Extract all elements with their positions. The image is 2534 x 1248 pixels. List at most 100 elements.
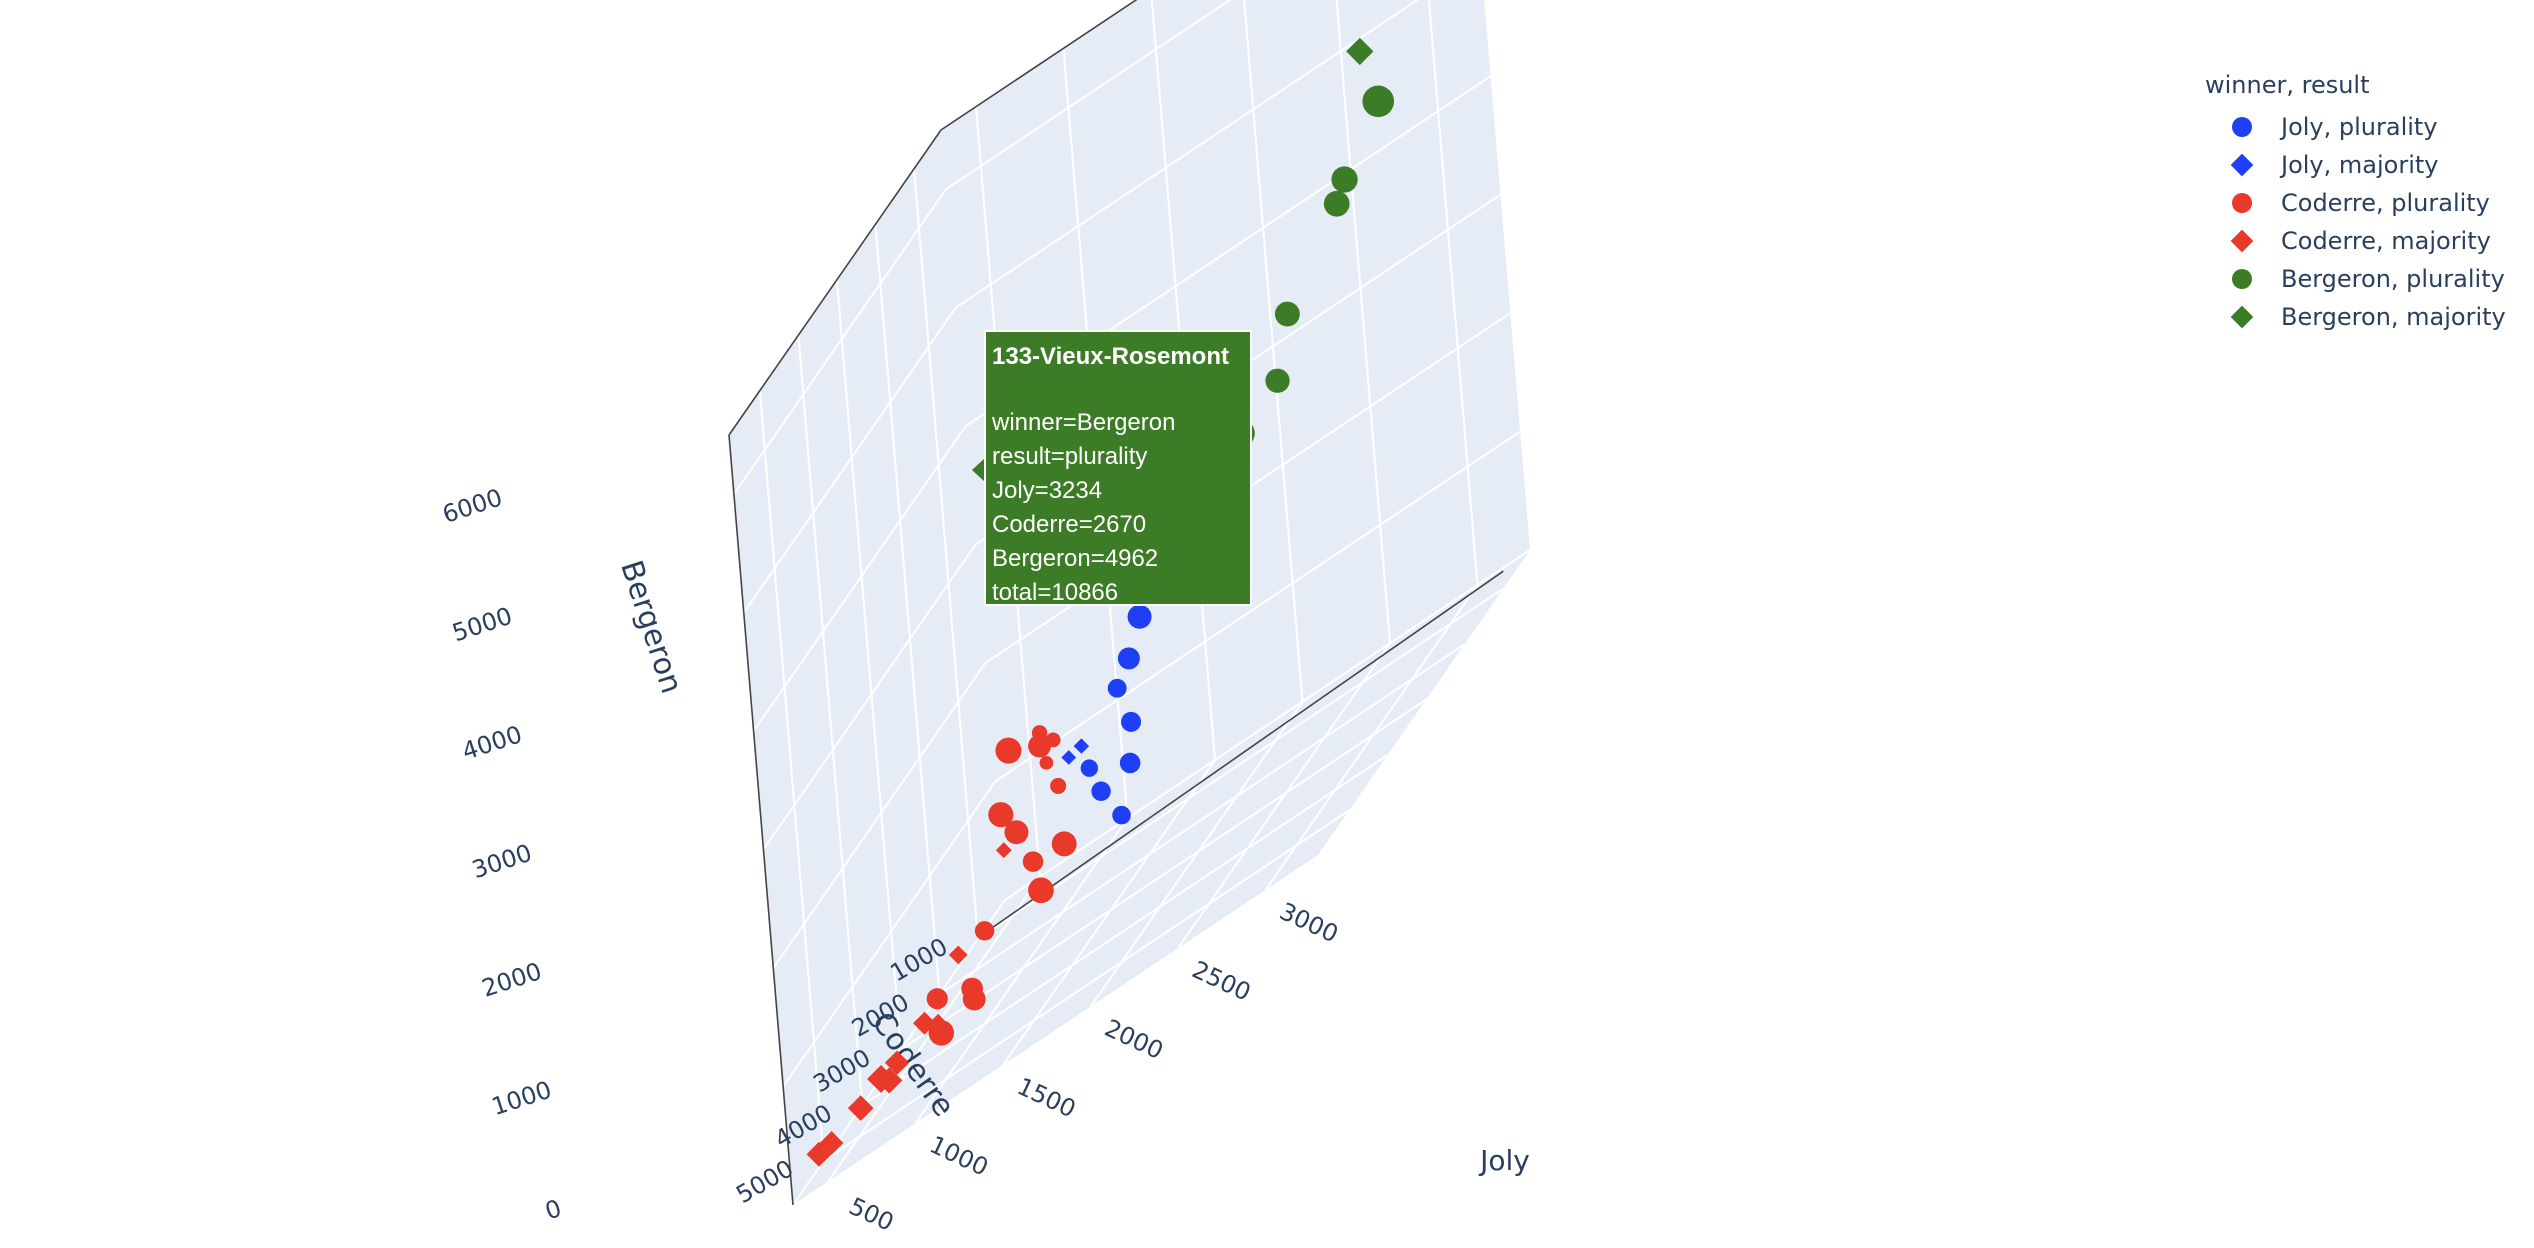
tick-label: 4000 xyxy=(459,720,526,766)
legend-label: Joly, majority xyxy=(2281,151,2439,179)
data-point-diamond xyxy=(806,1141,832,1167)
data-point-circle xyxy=(1117,647,1140,670)
circle-marker-icon xyxy=(2227,188,2257,218)
grid-line xyxy=(823,809,1350,1162)
legend-item-joly-plurality[interactable]: Joly, plurality xyxy=(2205,108,2525,146)
legend-item-joly-majority[interactable]: Joly, majority xyxy=(2205,146,2525,184)
grid-line xyxy=(1427,0,1479,586)
tick-label: 6000 xyxy=(439,483,506,529)
data-point-diamond xyxy=(884,1050,910,1075)
data-point-diamond xyxy=(867,1065,896,1093)
grid-line xyxy=(1089,701,1304,1008)
data-point-circle xyxy=(1028,734,1051,758)
tooltip-arrow xyxy=(972,458,985,482)
grid-line xyxy=(752,425,967,732)
grid-line xyxy=(1004,549,1531,901)
data-point-diamond xyxy=(928,1013,948,1034)
data-point-diamond xyxy=(948,945,968,965)
axis-line xyxy=(979,570,1504,938)
circle-marker-icon xyxy=(2227,264,2257,294)
grid-line xyxy=(797,335,864,1106)
data-point-circle xyxy=(1107,678,1127,698)
data-point-diamond xyxy=(1073,738,1090,754)
grid-line xyxy=(914,817,1129,1124)
tick-label: 3000 xyxy=(1275,897,1342,948)
legend-item-coderre-plurality[interactable]: Coderre, plurality xyxy=(2205,184,2525,222)
data-point-circle xyxy=(1045,732,1061,748)
legend-item-bergeron-majority[interactable]: Bergeron, majority xyxy=(2205,298,2525,336)
x-axis-title: Joly xyxy=(1478,1144,1530,1177)
tick-label: 1500 xyxy=(1013,1072,1080,1123)
data-point-circle xyxy=(1080,759,1099,777)
data-point-circle xyxy=(1004,820,1029,845)
grid-line xyxy=(1177,642,1391,949)
legend-label: Coderre, plurality xyxy=(2281,189,2490,217)
grid-line xyxy=(742,307,957,614)
data-point-circle xyxy=(1022,851,1044,872)
grid-line xyxy=(733,188,947,495)
axis-lines xyxy=(728,0,1504,1206)
diamond-marker-icon xyxy=(2227,226,2257,256)
axis-line xyxy=(728,434,794,1206)
floor-pane xyxy=(793,550,1530,1205)
grid-line xyxy=(874,224,941,995)
tick-label: 2500 xyxy=(1188,955,1255,1006)
grid-line xyxy=(1243,0,1304,702)
grid-line xyxy=(955,0,1420,309)
data-point-circle xyxy=(1274,301,1300,327)
tick-label: 2000 xyxy=(1100,1014,1167,1065)
grid-line xyxy=(861,754,1388,1107)
grid-line xyxy=(1335,0,1391,644)
tooltip-title: 133-Vieux-Rosemont xyxy=(992,343,1229,370)
data-point-circle xyxy=(1323,190,1350,217)
tooltip-line-joly: Joly=3234 xyxy=(992,477,1103,504)
tick-label: 1000 xyxy=(488,1076,555,1122)
data-point-circle xyxy=(1028,877,1054,904)
data-point-circle xyxy=(1039,755,1054,770)
legend-label: Coderre, majority xyxy=(2281,227,2491,255)
data-point-circle xyxy=(1127,604,1152,629)
grid-line xyxy=(977,587,1504,940)
data-point-diamond xyxy=(847,1095,874,1121)
legend-item-coderre-majority[interactable]: Coderre, majority xyxy=(2205,222,2525,260)
circle-marker-icon xyxy=(2227,112,2257,142)
tooltip-line-winner: winner=Bergeron xyxy=(992,409,1176,436)
grid-line xyxy=(938,643,1466,996)
legend-label: Joly, plurality xyxy=(2281,113,2438,141)
data-point-diamond xyxy=(1061,750,1077,765)
legend-label: Bergeron, majority xyxy=(2281,303,2506,331)
tick-label: 3000 xyxy=(469,839,536,885)
diamond-marker-icon xyxy=(2227,302,2257,332)
grid-line xyxy=(900,698,1427,1051)
tooltip-line-bergeron: Bergeron=4962 xyxy=(992,545,1159,572)
data-point-diamond xyxy=(1346,37,1374,66)
grid-line xyxy=(994,430,1521,783)
data-point-circle xyxy=(1265,368,1290,393)
grid-line xyxy=(1264,584,1479,891)
data-point-circle xyxy=(1121,711,1142,732)
grid-line xyxy=(835,279,902,1050)
z-axis-title: Bergeron xyxy=(613,556,689,697)
grid-line xyxy=(758,390,825,1161)
tick-label: 500 xyxy=(845,1192,898,1237)
legend-item-bergeron-plurality[interactable]: Bergeron, plurality xyxy=(2205,260,2525,298)
tooltip-line-coderre: Coderre=2670 xyxy=(992,511,1147,538)
grid-line xyxy=(1002,759,1216,1066)
data-point-circle xyxy=(1119,752,1141,774)
data-point-circle xyxy=(1331,166,1358,193)
grid-line xyxy=(772,662,987,969)
tick-label: 2000 xyxy=(478,957,545,1003)
grid-line xyxy=(913,168,980,939)
tick-label: 5000 xyxy=(731,1154,798,1209)
tick-label: 5000 xyxy=(449,602,516,648)
data-point-circle xyxy=(1362,85,1395,118)
data-point-diamond xyxy=(913,1011,936,1035)
side-pane xyxy=(729,130,1005,1205)
tick-label: 0 xyxy=(542,1194,565,1225)
tooltip-line-result: result=plurality xyxy=(992,443,1148,470)
data-point-circle xyxy=(1051,831,1077,857)
tick-label: 1000 xyxy=(925,1130,992,1181)
data-point-circle xyxy=(974,921,995,941)
data-point-diamond xyxy=(995,842,1012,859)
